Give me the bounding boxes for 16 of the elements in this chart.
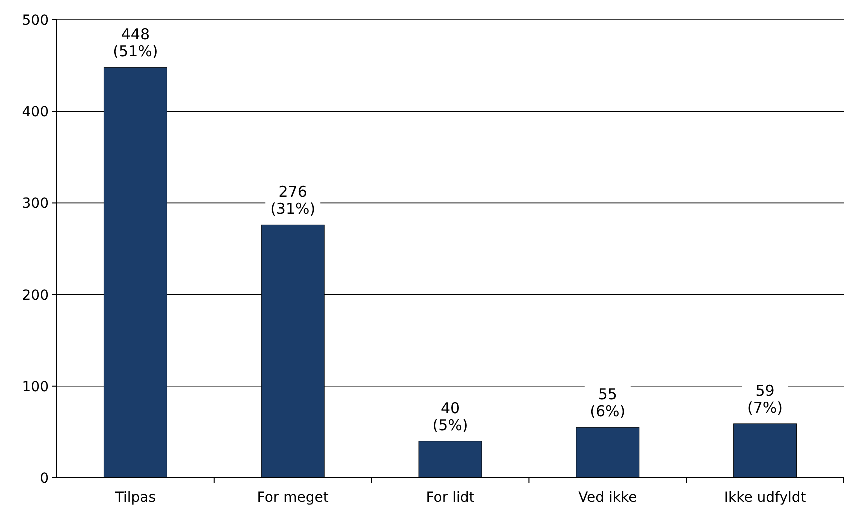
x-tick-label: Ikke udfyldt xyxy=(724,490,807,506)
x-tick-label: For meget xyxy=(257,490,330,506)
x-tick-label: For lidt xyxy=(426,490,476,506)
data-label: 59 (7%) xyxy=(748,382,784,417)
y-tick-label: 100 xyxy=(22,379,49,396)
y-tick-label: 300 xyxy=(22,196,49,212)
data-label: 40 (5%) xyxy=(432,399,468,434)
y-tick-label: 400 xyxy=(22,104,49,121)
y-tick-label: 200 xyxy=(22,288,49,304)
x-tick-label: Tilpas xyxy=(114,490,156,506)
data-label: 448 (51%) xyxy=(113,26,158,61)
y-tick-label: 0 xyxy=(40,471,49,487)
data-label: 55 (6%) xyxy=(590,386,626,421)
data-label: 276 (31%) xyxy=(270,183,316,218)
x-tick-label: Ved ikke xyxy=(578,490,638,506)
y-tick-label: 500 xyxy=(22,13,49,29)
